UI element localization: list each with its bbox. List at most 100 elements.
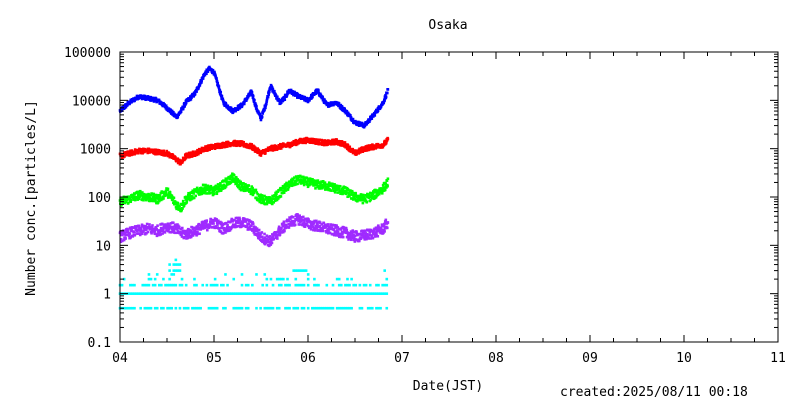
data-point xyxy=(302,292,306,295)
data-point xyxy=(352,233,355,237)
data-point xyxy=(302,269,306,272)
data-point xyxy=(132,226,135,230)
data-point xyxy=(140,97,144,101)
data-point xyxy=(362,231,366,235)
data-point xyxy=(311,292,314,295)
data-point xyxy=(200,146,204,150)
data-point xyxy=(151,224,154,227)
data-point xyxy=(230,217,234,221)
data-point xyxy=(267,292,271,295)
data-point xyxy=(272,237,276,241)
data-point xyxy=(209,217,213,221)
data-point xyxy=(211,68,215,72)
data-point xyxy=(129,235,133,239)
data-point xyxy=(329,292,333,295)
data-point xyxy=(163,231,167,234)
data-point xyxy=(203,186,206,189)
data-point xyxy=(375,306,378,310)
data-point xyxy=(151,148,155,152)
data-point xyxy=(356,194,360,198)
data-point xyxy=(181,207,184,210)
data-point xyxy=(141,196,144,199)
data-point xyxy=(241,221,245,224)
data-point xyxy=(189,98,193,101)
data-point xyxy=(150,192,154,196)
data-point xyxy=(207,292,211,295)
x-tick-label: 11 xyxy=(770,351,786,366)
data-point xyxy=(122,238,126,242)
data-point xyxy=(168,306,171,310)
data-point xyxy=(332,187,336,190)
data-point xyxy=(271,235,275,239)
data-point xyxy=(145,193,149,196)
data-point xyxy=(195,283,198,287)
data-point xyxy=(255,227,259,230)
data-point xyxy=(257,231,260,235)
data-point xyxy=(358,306,362,310)
data-point xyxy=(194,227,198,231)
data-point xyxy=(137,292,140,295)
data-point xyxy=(241,223,244,226)
data-point xyxy=(331,223,335,227)
data-point xyxy=(357,198,360,202)
data-point xyxy=(334,141,338,145)
data-point xyxy=(346,292,349,295)
data-point xyxy=(242,224,245,228)
data-point xyxy=(220,221,223,225)
data-point xyxy=(336,232,339,235)
data-point xyxy=(379,105,383,109)
data-point xyxy=(155,306,159,310)
data-point xyxy=(336,226,340,229)
data-point xyxy=(271,283,275,287)
data-point xyxy=(178,269,182,272)
data-point xyxy=(199,227,203,230)
data-point xyxy=(225,180,228,183)
data-point xyxy=(224,306,227,310)
data-point xyxy=(222,231,225,235)
data-point xyxy=(217,227,221,230)
data-point xyxy=(298,174,302,178)
data-point xyxy=(302,306,306,310)
data-point xyxy=(206,149,210,152)
data-point xyxy=(257,237,261,240)
data-point xyxy=(245,99,248,102)
data-point xyxy=(138,227,141,230)
data-point xyxy=(170,306,173,310)
data-point xyxy=(259,154,263,157)
data-point xyxy=(366,292,370,295)
data-point xyxy=(132,198,136,201)
data-point xyxy=(385,292,389,295)
data-point xyxy=(308,99,311,102)
data-point xyxy=(248,292,252,295)
data-point xyxy=(169,222,173,225)
x-axis-label: Date(JST) xyxy=(413,379,483,394)
data-point xyxy=(185,233,189,237)
data-point xyxy=(127,195,131,198)
data-point xyxy=(151,196,155,199)
data-point xyxy=(172,110,175,114)
data-point xyxy=(213,283,217,287)
data-point xyxy=(374,234,377,238)
data-point xyxy=(156,201,160,204)
data-point xyxy=(339,235,343,239)
data-point xyxy=(193,292,196,295)
data-point xyxy=(276,237,279,240)
data-point xyxy=(232,306,236,310)
data-point xyxy=(265,306,269,310)
data-point xyxy=(294,306,298,310)
data-point xyxy=(265,100,268,104)
data-point xyxy=(217,143,221,146)
data-point xyxy=(231,220,234,223)
data-point xyxy=(139,227,143,230)
data-point xyxy=(279,195,283,198)
data-point xyxy=(351,147,355,151)
data-point xyxy=(211,306,215,310)
data-point xyxy=(184,229,187,233)
data-point xyxy=(230,108,234,111)
data-point xyxy=(184,292,188,295)
data-point xyxy=(208,191,212,195)
data-point xyxy=(354,283,358,287)
data-point xyxy=(276,95,279,99)
data-point xyxy=(224,231,227,234)
data-point xyxy=(219,181,222,185)
